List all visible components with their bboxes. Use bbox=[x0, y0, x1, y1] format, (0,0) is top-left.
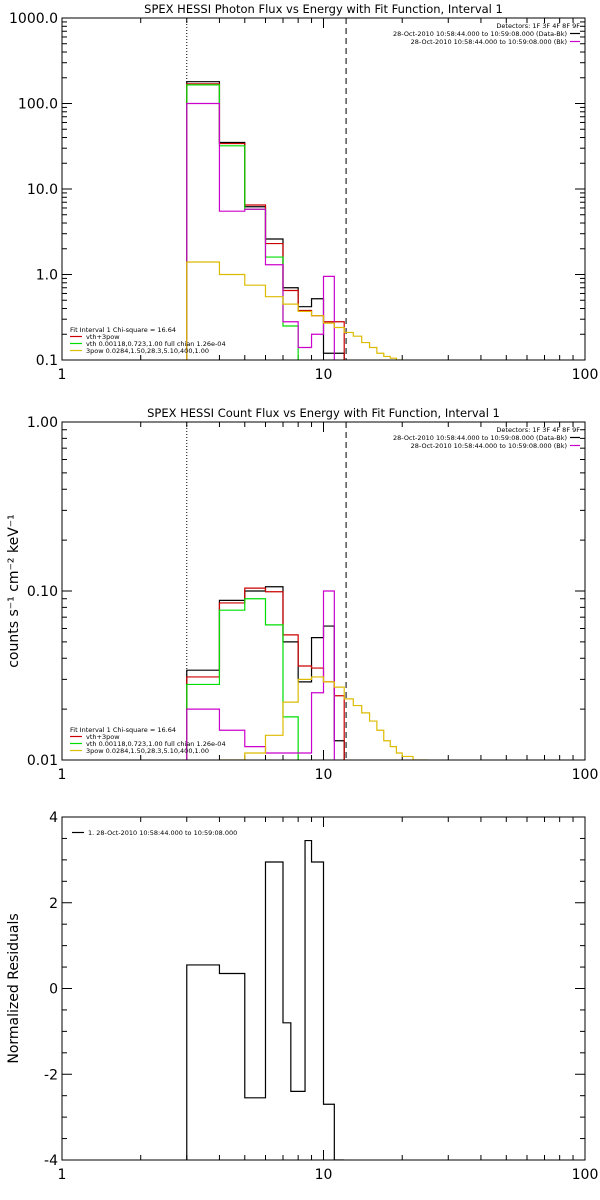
fit-interval-label: Fit Interval 1 Chi-square = 16.64 bbox=[70, 726, 176, 734]
detectors-label: Detectors: 1F 3F 4F 8F 9F bbox=[496, 426, 580, 434]
legend-fit: Fit Interval 1 Chi-square = 16.64vth+3po… bbox=[70, 726, 226, 755]
chart-title: SPEX HESSI Photon Flux vs Energy with Fi… bbox=[144, 2, 503, 16]
series-line-3 bbox=[186, 598, 299, 760]
legend-entry: 28-Oct-2010 10:58:44.000 to 10:59:08.000… bbox=[411, 38, 567, 46]
y-tick-label: 0 bbox=[49, 982, 58, 998]
y-axis-ticks: -4 -2 0 2 4 bbox=[44, 810, 585, 1169]
y-tick-label: 0.10 bbox=[27, 584, 58, 600]
fit-legend-entry: vth 0.00118,0.723,1.00 full chian 1.26e-… bbox=[86, 340, 226, 348]
plot-frame bbox=[61, 816, 586, 1161]
detectors-label: Detectors: 1F 3F 4F 8F 9F bbox=[496, 22, 580, 30]
chart-panel-2: SPEX HESSI Count Flux vs Energy with Fit… bbox=[6, 406, 598, 783]
y-tick-label: 1000.0 bbox=[9, 11, 58, 27]
x-tick-label: 100 bbox=[572, 1167, 599, 1183]
legend-entry: 28-Oct-2010 10:58:44.000 to 10:59:08.000… bbox=[411, 442, 567, 450]
x-tick-label: 10 bbox=[315, 1167, 333, 1183]
x-tick-label: 10 bbox=[315, 767, 333, 783]
y-axis-label: Normalized Residuals bbox=[6, 913, 22, 1063]
y-tick-label: 0.01 bbox=[27, 753, 58, 769]
series-group bbox=[186, 81, 403, 360]
legend-entry: 28-Oct-2010 10:58:44.000 to 10:59:08.000… bbox=[393, 434, 567, 442]
fit-legend-entry: vth 0.00118,0.723,1.00 full chian 1.26e-… bbox=[86, 740, 226, 748]
y-axis-ticks: 0.1 1.0 10.0 100.0 1000.0 bbox=[9, 11, 585, 369]
x-tick-label: 1 bbox=[58, 367, 67, 383]
x-tick-label: 100 bbox=[572, 367, 599, 383]
chart-title: SPEX HESSI Count Flux vs Energy with Fit… bbox=[147, 406, 500, 420]
y-tick-label: 100.0 bbox=[18, 97, 58, 113]
fit-interval-label: Fit Interval 1 Chi-square = 16.64 bbox=[70, 326, 176, 334]
y-tick-label: 10.0 bbox=[27, 182, 58, 198]
x-tick-label: 100 bbox=[572, 767, 599, 783]
series-line-3 bbox=[186, 84, 299, 360]
series-line-5 bbox=[186, 261, 403, 360]
legend-top: 1. 28-Oct-2010 10:58:44.000 to 10:59:08.… bbox=[72, 829, 237, 837]
y-tick-label: -2 bbox=[44, 1067, 58, 1083]
legend-entry: 1. 28-Oct-2010 10:58:44.000 to 10:59:08.… bbox=[88, 829, 237, 837]
series-group bbox=[186, 839, 345, 1160]
x-tick-label: 1 bbox=[58, 1167, 67, 1183]
y-tick-label: 1.0 bbox=[36, 268, 58, 284]
y-tick-label: 4 bbox=[49, 810, 58, 826]
x-tick-label: 10 bbox=[315, 367, 333, 383]
series-line-4 bbox=[186, 590, 335, 760]
x-axis-ticks: 1 10 100 bbox=[58, 817, 599, 1183]
fit-legend-entry: 3pow 0.0284,1.50,28.3,5.10,400,1.00 bbox=[86, 747, 209, 755]
x-axis-ticks: 1 10 100 bbox=[58, 18, 599, 383]
y-tick-label: 0.1 bbox=[36, 353, 58, 369]
fit-legend-entry: vth+3pow bbox=[86, 333, 120, 341]
legend-fit: Fit Interval 1 Chi-square = 16.64vth+3po… bbox=[70, 326, 226, 355]
series-line-1 bbox=[186, 839, 345, 1160]
y-tick-label: 2 bbox=[49, 896, 58, 912]
chart-panel-1: SPEX HESSI Photon Flux vs Energy with Fi… bbox=[9, 2, 598, 383]
series-line-4 bbox=[186, 102, 335, 360]
y-axis-label: counts s⁻¹ cm⁻² keV⁻¹ bbox=[6, 514, 22, 668]
series-line-5 bbox=[219, 676, 428, 760]
x-tick-label: 1 bbox=[58, 767, 67, 783]
series-line-1 bbox=[186, 586, 345, 760]
chart-panel-3: Normalized Residuals 1 10 100 -4 -2 0 2 4 1. 28-O… bbox=[6, 810, 598, 1183]
plot-frame bbox=[61, 421, 586, 761]
series-group bbox=[186, 586, 428, 760]
fit-legend-entry: vth+3pow bbox=[86, 733, 120, 741]
fit-legend-entry: 3pow 0.0284,1.50,28.3,5.10,400,1.00 bbox=[86, 347, 209, 355]
legend-entry: 28-Oct-2010 10:58:44.000 to 10:59:08.000… bbox=[393, 30, 567, 38]
y-tick-label: 1.00 bbox=[27, 415, 58, 431]
y-tick-label: -4 bbox=[44, 1153, 58, 1169]
plot-frame bbox=[61, 17, 586, 361]
y-axis-ticks: 0.01 0.10 1.00 bbox=[27, 415, 585, 769]
